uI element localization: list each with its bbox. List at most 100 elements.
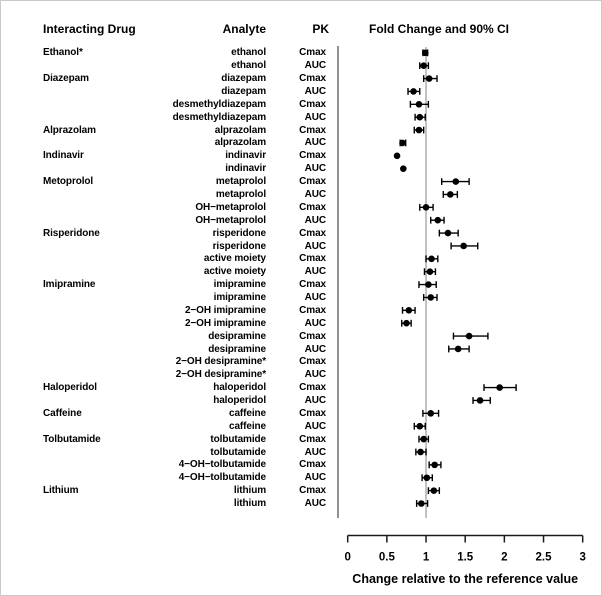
point-estimate — [410, 88, 417, 95]
point-estimate — [425, 75, 433, 82]
point-estimate — [423, 474, 431, 482]
row-analyte-label: ethanol — [231, 47, 266, 59]
point-estimate — [476, 397, 484, 404]
row-analyte-label: risperidone — [212, 240, 266, 252]
point-estimate — [428, 255, 435, 263]
point-estimate — [420, 435, 427, 443]
row-drug-label: Alprazolam — [43, 124, 96, 136]
row-pk-label: Cmax — [299, 124, 326, 136]
row-drug-label: Indinavir — [43, 150, 84, 162]
row-analyte-label: desipramine — [208, 343, 266, 355]
row-analyte-label: haloperidol — [213, 395, 266, 406]
point-estimate — [422, 204, 430, 211]
row-drug-label: Diazepam — [43, 73, 89, 85]
row-analyte-label: metaprolol — [215, 176, 266, 188]
row-pk-label: Cmax — [299, 304, 326, 316]
point-estimate — [444, 229, 452, 237]
point-estimate — [452, 178, 460, 185]
point-estimate — [454, 345, 462, 353]
row-pk-label: Cmax — [299, 433, 326, 445]
point-estimate — [430, 487, 438, 494]
row-pk-label: Cmax — [299, 98, 326, 110]
row-analyte-label: imipramine — [213, 292, 266, 303]
column-header-interacting-drug: Interacting Drug — [43, 22, 136, 36]
row-pk-label: AUC — [304, 472, 326, 484]
row-drug-label: Tolbutamide — [43, 433, 101, 445]
row-analyte-label: active moiety — [203, 266, 266, 278]
row-analyte-label: caffeine — [229, 420, 266, 432]
row-pk-label: Cmax — [299, 73, 326, 85]
x-tick-label: 3 — [579, 552, 585, 564]
row-drug-label: Lithium — [43, 485, 79, 497]
point-estimate — [427, 294, 435, 301]
row-analyte-label: desmethyldiazepam — [172, 111, 266, 123]
point-estimate — [400, 165, 407, 172]
point-estimate — [417, 448, 424, 456]
x-tick-label: 1 — [423, 552, 430, 564]
point-estimate — [403, 319, 410, 327]
row-analyte-label: desipramine — [208, 330, 266, 342]
row-analyte-label: lithium — [233, 498, 266, 509]
point-estimate — [393, 152, 401, 160]
row-pk-label: AUC — [304, 214, 326, 226]
point-estimate — [496, 384, 503, 391]
x-tick-label: 2 — [501, 552, 507, 564]
row-pk-label: AUC — [304, 420, 326, 432]
x-axis-title: Change relative to the reference value — [352, 572, 578, 586]
point-estimate — [405, 307, 413, 314]
row-pk-label: Cmax — [299, 227, 326, 239]
row-analyte-label: risperidone — [212, 227, 266, 239]
point-estimate — [431, 461, 438, 469]
row-pk-label: Cmax — [299, 150, 326, 162]
point-estimate — [415, 101, 423, 108]
row-pk-label: AUC — [304, 137, 326, 149]
row-pk-label: Cmax — [299, 176, 326, 188]
row-drug-label: Metoprolol — [43, 176, 94, 188]
x-tick-label: 0 — [344, 552, 350, 564]
row-pk-label: Cmax — [299, 253, 326, 265]
row-analyte-label: desmethyldiazepam — [172, 98, 266, 110]
column-header-fold-change: Fold Change and 90% CI — [369, 22, 510, 36]
point-estimate — [420, 62, 427, 69]
row-pk-label: AUC — [304, 498, 326, 509]
row-analyte-label: lithium — [233, 485, 266, 497]
row-pk-label: AUC — [304, 163, 326, 175]
point-estimate — [427, 410, 435, 417]
point-estimate — [425, 281, 432, 288]
row-drug-label: Risperidone — [43, 227, 100, 239]
point-estimate — [416, 113, 424, 121]
row-analyte-label: indinavir — [225, 150, 266, 162]
row-pk-label: Cmax — [299, 485, 326, 497]
row-pk-label: AUC — [304, 85, 326, 97]
row-pk-label: AUC — [304, 60, 326, 72]
row-analyte-label: 2−OH desipramine* — [175, 356, 266, 368]
point-estimate — [465, 332, 473, 340]
row-pk-label: Cmax — [299, 459, 326, 471]
row-pk-label: AUC — [304, 446, 326, 458]
row-pk-label: Cmax — [299, 356, 326, 368]
row-analyte-label: alprazolam — [214, 137, 266, 149]
point-estimate — [447, 191, 454, 198]
row-analyte-label: caffeine — [229, 407, 266, 419]
row-pk-label: Cmax — [299, 279, 326, 291]
point-estimate — [399, 139, 406, 147]
row-pk-label: AUC — [304, 240, 326, 252]
row-analyte-label: ethanol — [231, 60, 266, 72]
point-estimate — [418, 500, 425, 507]
point-estimate — [416, 422, 424, 430]
column-header-pk: PK — [312, 22, 329, 36]
row-analyte-label: OH−metaprolol — [195, 214, 266, 226]
row-pk-label: Cmax — [299, 407, 326, 419]
row-analyte-label: haloperidol — [213, 382, 266, 394]
row-analyte-label: OH−metaprolol — [195, 201, 266, 213]
row-pk-label: AUC — [304, 369, 326, 381]
row-pk-label: AUC — [304, 111, 326, 123]
x-tick-label: 2.5 — [536, 552, 553, 564]
row-analyte-label: 4−OH−tolbutamide — [178, 472, 266, 484]
row-pk-label: AUC — [304, 395, 326, 406]
row-drug-label: Haloperidol — [43, 382, 97, 394]
row-analyte-label: 4−OH−tolbutamide — [178, 459, 266, 471]
row-analyte-label: tolbutamide — [210, 433, 266, 445]
